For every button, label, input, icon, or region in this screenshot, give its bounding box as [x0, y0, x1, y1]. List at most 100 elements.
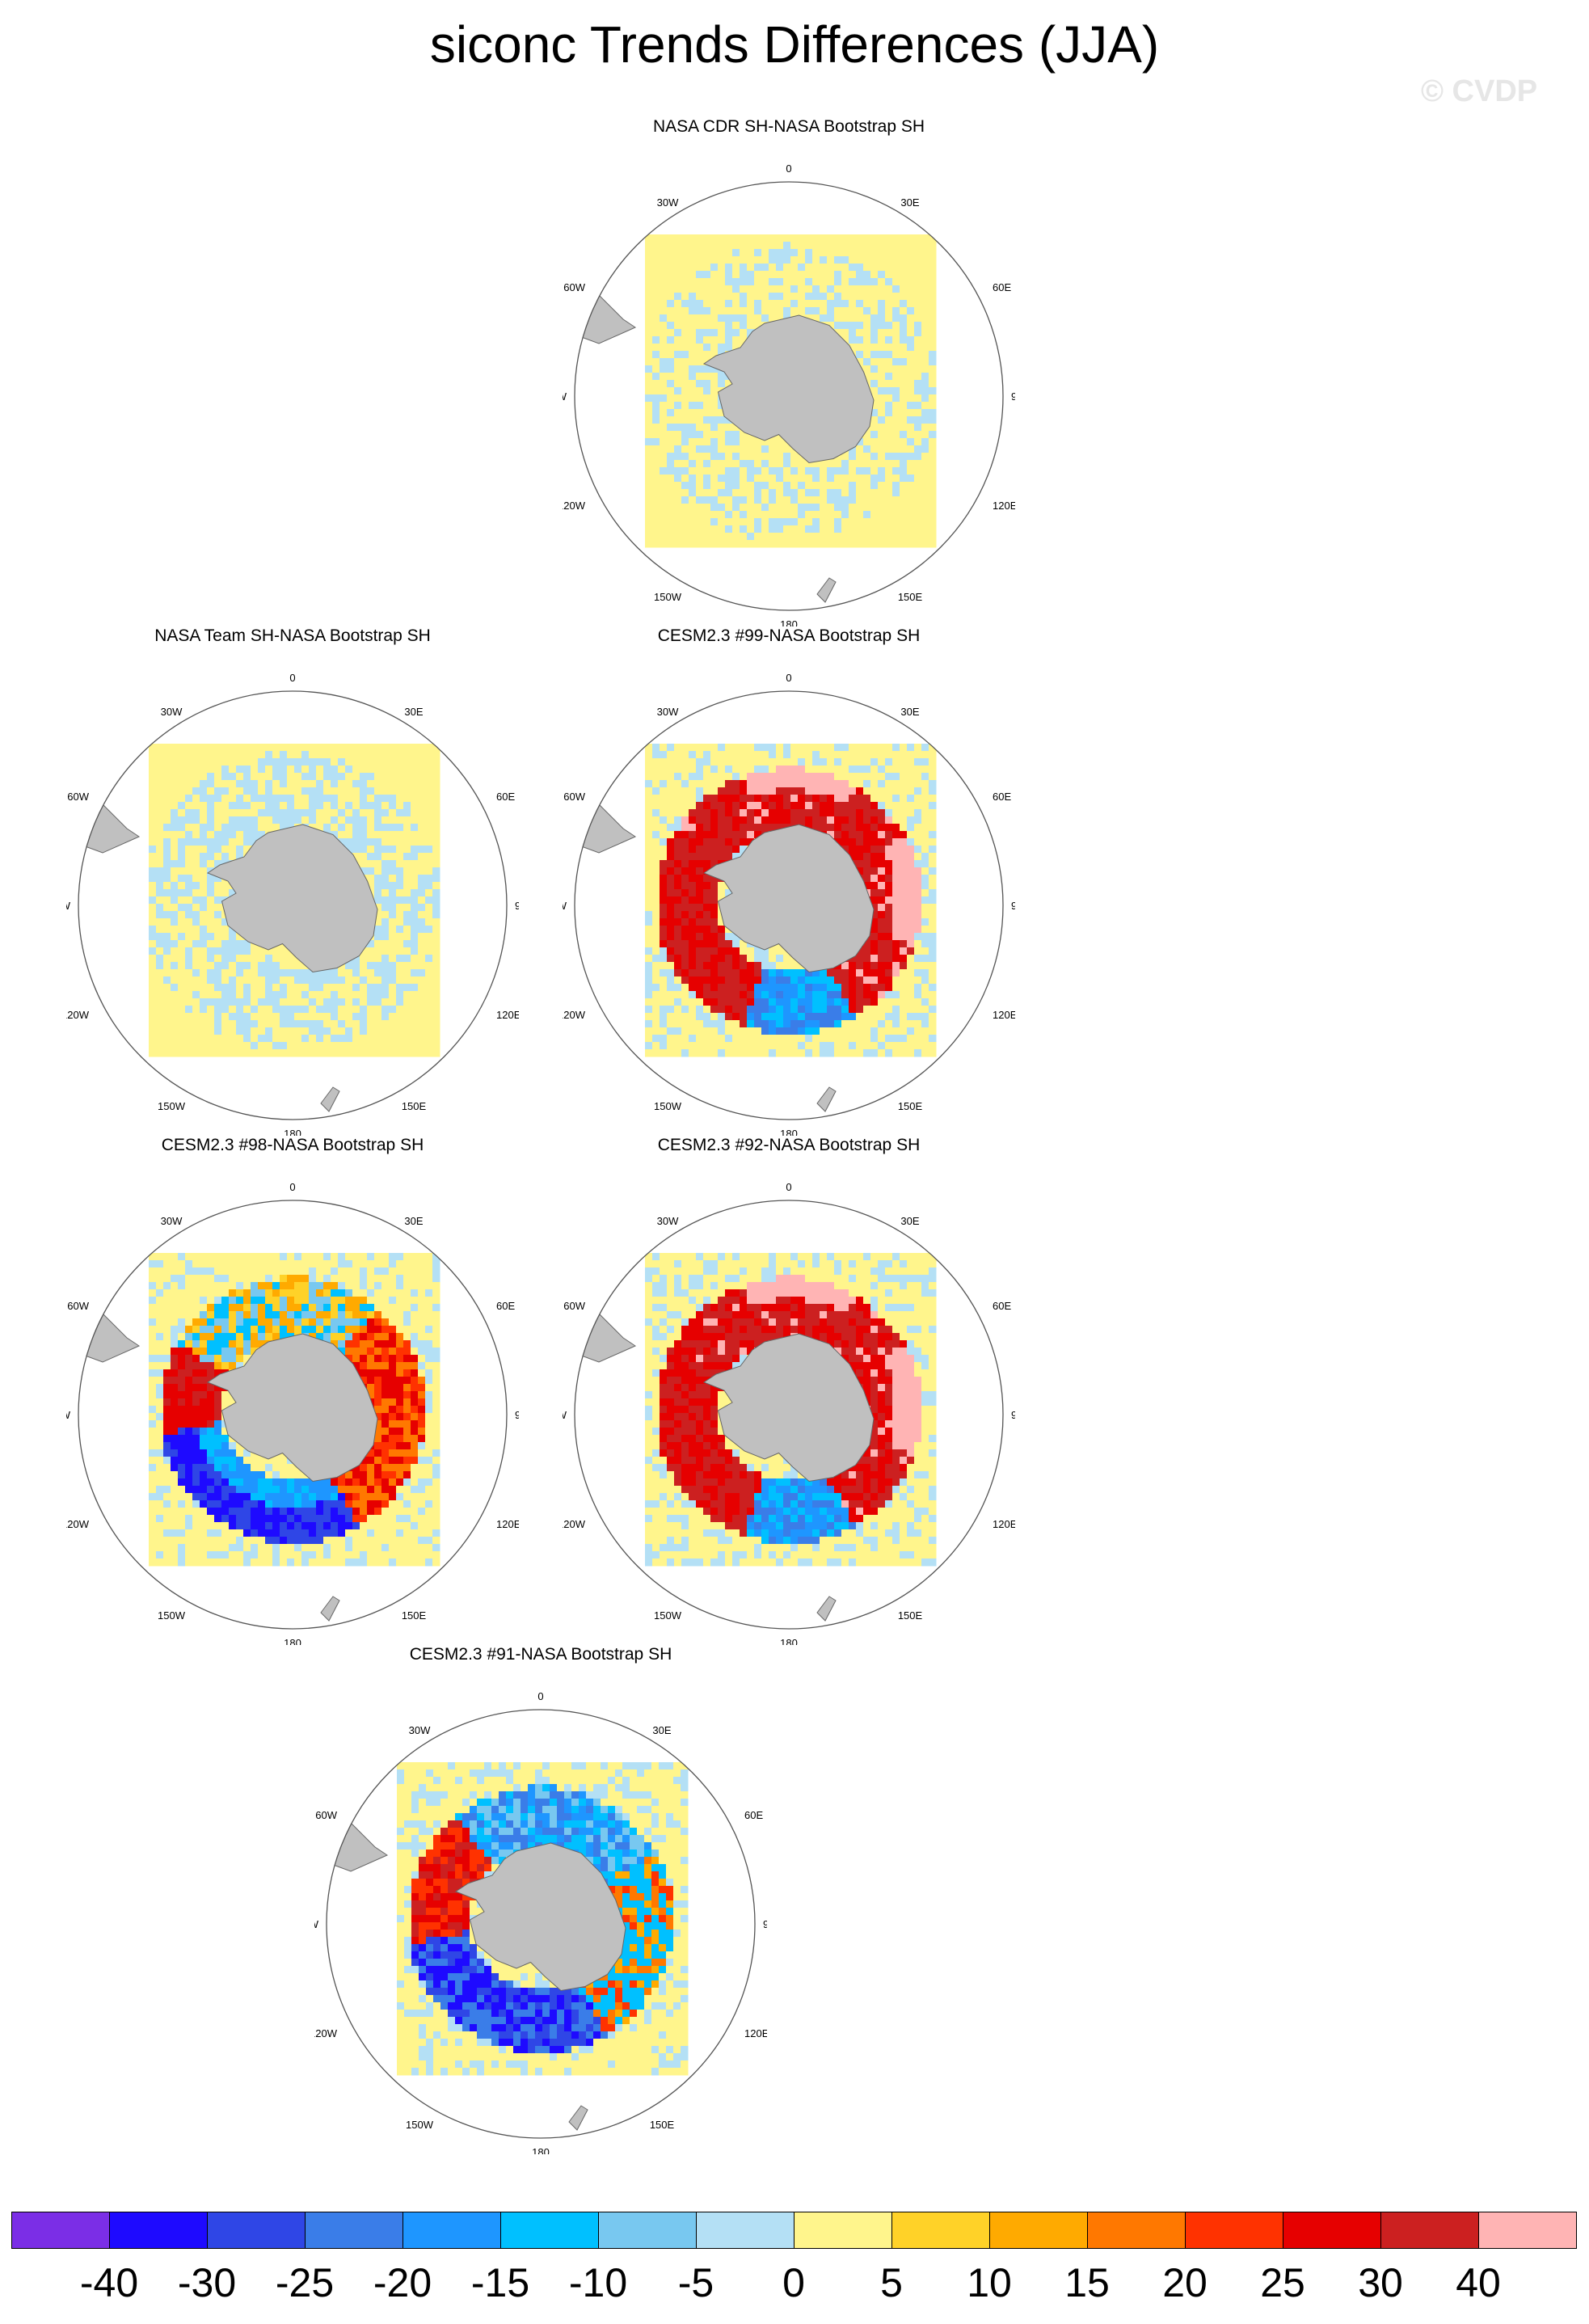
longitude-label: 30W	[161, 1215, 183, 1227]
south-america-landmass	[576, 294, 637, 344]
longitude-label: 150W	[654, 1609, 682, 1622]
new-zealand-landmass	[816, 1086, 837, 1112]
longitude-label: 150E	[898, 1609, 923, 1622]
new-zealand-landmass	[568, 2105, 588, 2131]
map-panel: CESM2.3 #91-NASA Bootstrap SH 0 180 30W 30E 6…	[314, 1645, 896, 2154]
longitude-label: 90W	[314, 1918, 319, 1930]
polar-map: 0 180 30W 30E 60W 60E 90W 90E 120W 120E 150W 150E	[314, 1690, 767, 2154]
colorbar-swatch	[11, 2212, 110, 2249]
colorbar-swatch	[109, 2212, 208, 2249]
colorbar-tick-label: -30	[177, 2260, 237, 2305]
map-boundary	[574, 181, 1004, 611]
longitude-label: 90E	[515, 1409, 519, 1421]
colorbar-swatch	[1185, 2212, 1283, 2249]
colorbar-swatch	[794, 2212, 892, 2249]
longitude-label: 60E	[993, 281, 1011, 293]
longitude-label: 120W	[66, 1518, 90, 1530]
longitude-label: 0	[289, 1181, 295, 1193]
longitude-label: 30E	[404, 706, 423, 718]
longitude-label: 30W	[657, 196, 679, 209]
new-zealand-landmass	[320, 1086, 340, 1112]
panel-title: NASA Team SH-NASA Bootstrap SH	[154, 626, 431, 645]
longitude-label: 90E	[1011, 390, 1015, 403]
longitude-label: 180	[284, 1637, 301, 1645]
longitude-label: 0	[786, 672, 791, 684]
colorbar-tick-label: -5	[677, 2260, 714, 2305]
longitude-label: 60E	[496, 1300, 515, 1312]
longitude-label: 90W	[563, 390, 567, 403]
longitude-label: 120E	[993, 1518, 1015, 1530]
colorbar-swatch	[696, 2212, 794, 2249]
longitude-label: 60W	[563, 1300, 585, 1312]
colorbar-swatch	[1283, 2212, 1381, 2249]
colorbar-tick-label: 15	[1064, 2260, 1110, 2305]
field-layer	[149, 744, 440, 1057]
longitude-label: 0	[786, 1181, 791, 1193]
longitude-label: 180	[780, 1128, 798, 1136]
longitude-label: 120W	[563, 1009, 586, 1021]
antarctica-landmass	[206, 824, 378, 973]
map-panel: NASA Team SH-NASA Bootstrap SH 0 180 30W 30E…	[66, 626, 648, 1136]
polar-map: 0 180 30W 30E 60W 60E 90W 90E 120W 120E 150W 150E	[563, 672, 1015, 1136]
panel-title: CESM2.3 #98-NASA Bootstrap SH	[161, 1136, 424, 1154]
longitude-label: 0	[537, 1690, 543, 1702]
colorbar-tick-label: 25	[1260, 2260, 1305, 2305]
longitude-label: 60E	[993, 791, 1011, 803]
longitude-label: 120W	[66, 1009, 90, 1021]
colorbar-tick-label: 30	[1358, 2260, 1403, 2305]
south-america-landmass	[328, 1822, 389, 1872]
polar-map: 0 180 30W 30E 60W 60E 90W 90E 120W 120E 150W 150E	[563, 1181, 1015, 1645]
panel-title: CESM2.3 #99-NASA Bootstrap SH	[657, 626, 921, 645]
longitude-label: 60E	[496, 791, 515, 803]
map-panel: NASA CDR SH-NASA Bootstrap SH 0 180 30W 30E 6…	[563, 117, 1144, 626]
map-boundary	[574, 690, 1004, 1120]
colorbar-swatch	[500, 2212, 599, 2249]
longitude-label: 150E	[898, 1100, 923, 1112]
colorbar-tick-label: -40	[79, 2260, 139, 2305]
longitude-label: 120W	[563, 1518, 586, 1530]
longitude-label: 180	[284, 1128, 301, 1136]
longitude-label: 90E	[1011, 900, 1015, 912]
polar-map: 0 180 30W 30E 60W 60E 90W 90E 120W 120E 150W 150E	[563, 162, 1015, 626]
south-america-landmass	[80, 803, 141, 854]
longitude-label: 60W	[67, 1300, 89, 1312]
colorbar-swatch	[598, 2212, 697, 2249]
longitude-label: 150E	[402, 1609, 427, 1622]
colorbar-swatch	[305, 2212, 403, 2249]
panel-title: CESM2.3 #92-NASA Bootstrap SH	[657, 1136, 921, 1154]
map-panel: CESM2.3 #92-NASA Bootstrap SH 0 180 30W 30E 6…	[563, 1136, 1144, 1645]
longitude-label: 30W	[657, 706, 679, 718]
longitude-label: 120W	[314, 2027, 338, 2039]
longitude-label: 90E	[763, 1918, 767, 1930]
colorbar-swatch	[207, 2212, 306, 2249]
new-zealand-landmass	[816, 577, 837, 603]
longitude-label: 120E	[496, 1009, 519, 1021]
colorbar-tick-label: 5	[880, 2260, 903, 2305]
antarctica-landmass	[454, 1842, 626, 1992]
longitude-label: 60W	[315, 1809, 337, 1821]
longitude-label: 120E	[993, 1009, 1015, 1021]
longitude-label: 150E	[898, 591, 923, 603]
map-boundary	[78, 690, 508, 1120]
longitude-label: 30W	[409, 1724, 431, 1736]
longitude-label: 90W	[66, 1409, 71, 1421]
colorbar-tick-label: -25	[275, 2260, 335, 2305]
longitude-label: 0	[289, 672, 295, 684]
longitude-label: 90W	[66, 900, 71, 912]
map-boundary	[78, 1200, 508, 1630]
colorbar-tick-label: -20	[373, 2260, 432, 2305]
longitude-label: 120W	[563, 500, 586, 512]
antarctica-landmass	[206, 1333, 378, 1483]
longitude-label: 180	[780, 1637, 798, 1645]
south-america-landmass	[576, 1313, 637, 1363]
antarctica-landmass	[702, 314, 875, 464]
longitude-label: 150W	[654, 591, 682, 603]
colorbar-tick-label: 0	[782, 2260, 805, 2305]
longitude-label: 30E	[900, 1215, 919, 1227]
south-america-landmass	[80, 1313, 141, 1363]
longitude-label: 30E	[404, 1215, 423, 1227]
map-boundary	[574, 1200, 1004, 1630]
longitude-label: 120E	[496, 1518, 519, 1530]
new-zealand-landmass	[816, 1596, 837, 1622]
colorbar-swatch	[1087, 2212, 1186, 2249]
